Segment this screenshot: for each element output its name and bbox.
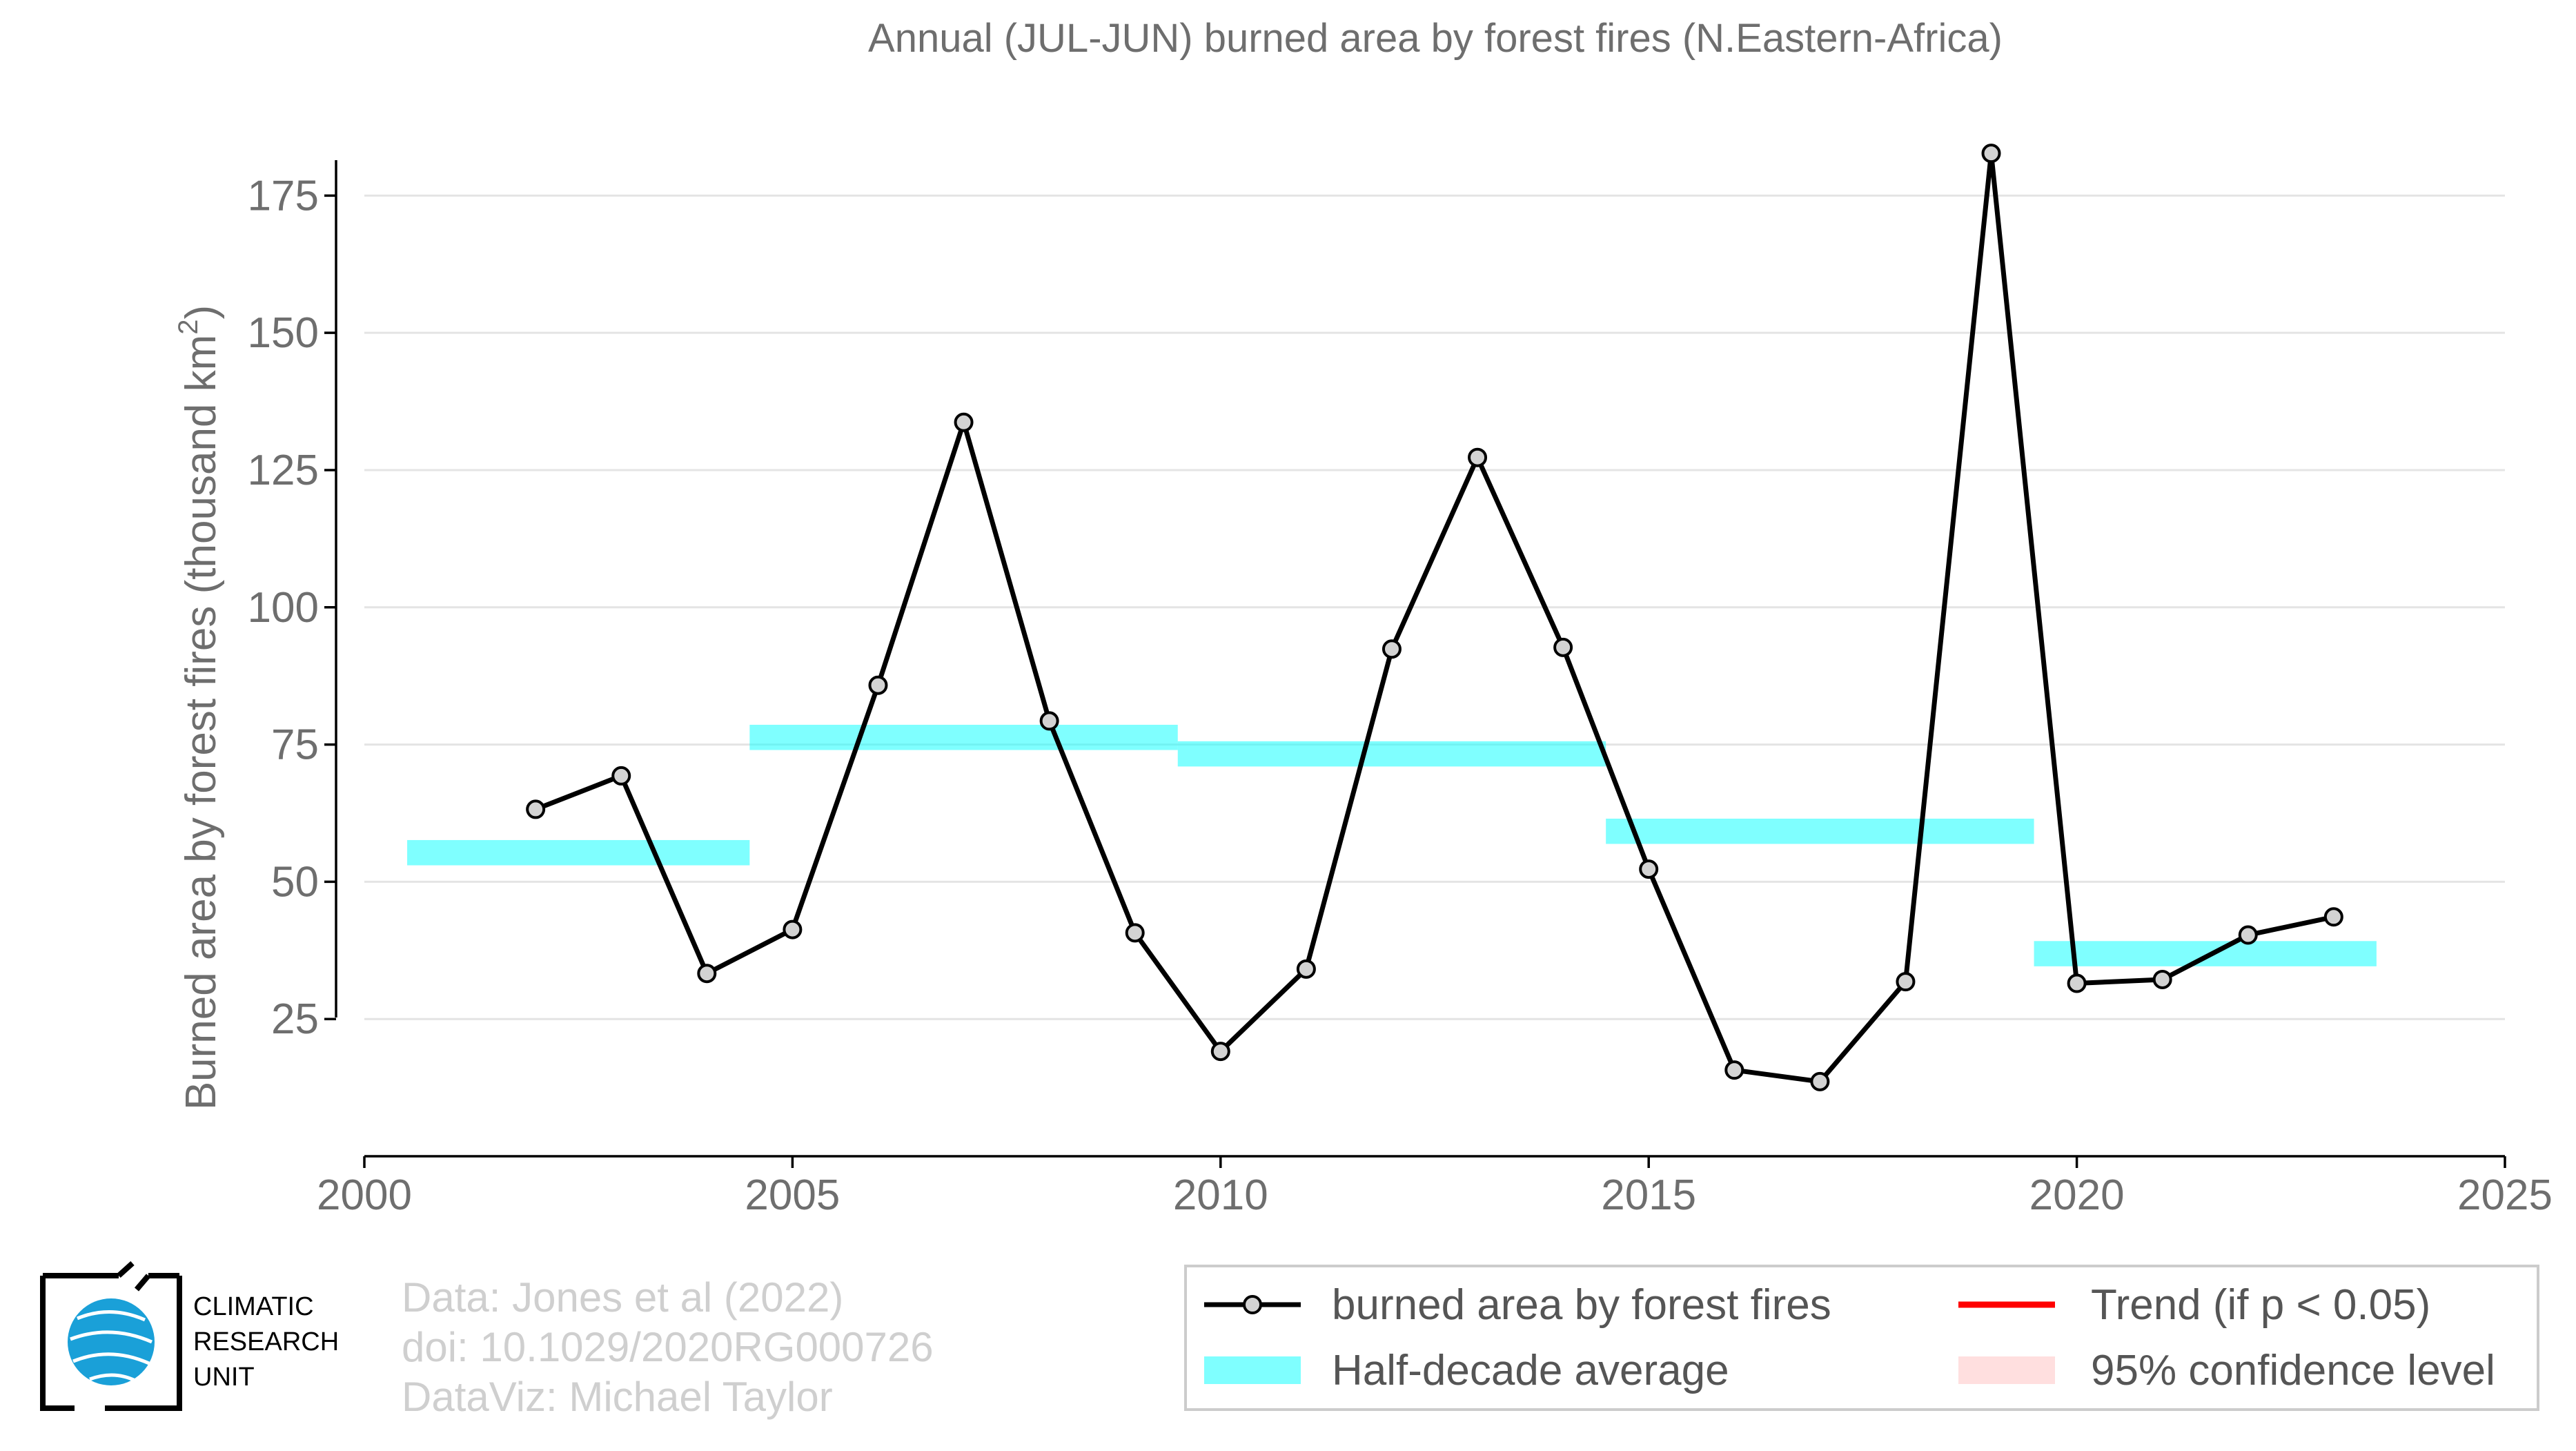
legend-band-confidence [1958, 1356, 2055, 1384]
legend-label-confidence: 95% confidence level [2091, 1347, 2495, 1394]
y-tick-label: 75 [271, 721, 319, 769]
half-decade-band [1606, 818, 2034, 844]
series-line [534, 150, 2334, 1084]
data-point [611, 766, 631, 786]
half-decade-bands [407, 724, 2377, 966]
data-point [1724, 1060, 1744, 1080]
logo-bracket-right [105, 1273, 182, 1411]
y-axis-label-sup: 2 [173, 319, 204, 334]
data-point [1468, 447, 1488, 467]
y-tick-label: 50 [271, 858, 319, 906]
legend-label-series: burned area by forest fires [1332, 1281, 1831, 1329]
legend-band-halfdecade [1204, 1356, 1301, 1384]
logo-line-2: RESEARCH [193, 1327, 339, 1356]
legend: burned area by forest fires Trend (if p … [1184, 1265, 2539, 1411]
legend-label-halfdecade: Half-decade average [1332, 1347, 1729, 1394]
x-tick-label: 2020 [2029, 1171, 2125, 1219]
data-point [1810, 1071, 1830, 1091]
y-tick-label: 125 [248, 447, 319, 494]
y-tick-label: 175 [248, 172, 319, 220]
half-decade-band [407, 839, 750, 866]
credit-doi: doi: 10.1029/2020RG000726 [402, 1324, 934, 1370]
data-point [1981, 144, 2001, 164]
data-point [1039, 711, 1059, 731]
data-point [1896, 972, 1916, 992]
logo-line-3: UNIT [193, 1363, 255, 1392]
x-ticks: 2000 2005 2010 2015 2020 2025 [317, 1156, 2553, 1219]
y-tick-label: 25 [271, 995, 319, 1043]
x-tick-label: 2010 [1173, 1171, 1268, 1219]
y-ticks: 25 50 75 100 125 150 175 [248, 172, 336, 1043]
credit-dataviz: DataViz: Michael Taylor [402, 1374, 833, 1420]
legend-box [1184, 1265, 2539, 1411]
logo-line-1: CLIMATIC [193, 1292, 314, 1321]
legend-label-trend: Trend (if p < 0.05) [2091, 1281, 2430, 1329]
data-point [2067, 973, 2087, 993]
x-tick-label: 2000 [317, 1171, 412, 1219]
x-tick-label: 2005 [745, 1171, 840, 1219]
half-decade-band [2034, 941, 2377, 966]
data-series [526, 144, 2343, 1091]
legend-marker-icon [1243, 1295, 1262, 1314]
y-tick-label: 150 [248, 309, 319, 357]
data-point [1296, 959, 1316, 979]
data-point [1125, 923, 1145, 943]
data-point [1639, 859, 1659, 879]
data-point [783, 919, 803, 939]
data-point [954, 412, 974, 432]
y-tick-label: 100 [248, 584, 319, 632]
chart-title: Annual (JUL-JUN) burned area by forest f… [868, 16, 2003, 61]
data-point [1210, 1042, 1230, 1062]
data-point [526, 799, 546, 819]
globe-icon [68, 1298, 155, 1385]
data-point [1382, 639, 1402, 659]
logo-bracket-left [40, 1273, 119, 1411]
half-decade-band [749, 724, 1178, 750]
cru-logo: CLIMATIC RESEARCH UNIT [40, 1261, 339, 1411]
grid-lines [364, 194, 2505, 1020]
half-decade-band [1177, 741, 1606, 767]
data-point [2238, 925, 2258, 945]
x-tick-label: 2025 [2457, 1171, 2553, 1219]
x-tick-label: 2015 [1601, 1171, 1696, 1219]
data-point [1553, 637, 1573, 657]
data-point [2152, 969, 2172, 989]
data-point [2323, 907, 2343, 927]
credit-data: Data: Jones et al (2022) [402, 1274, 843, 1321]
y-axis-label: Burned area by forest fires (thousand km… [173, 305, 225, 1110]
data-point [868, 675, 888, 695]
data-point [697, 964, 717, 984]
